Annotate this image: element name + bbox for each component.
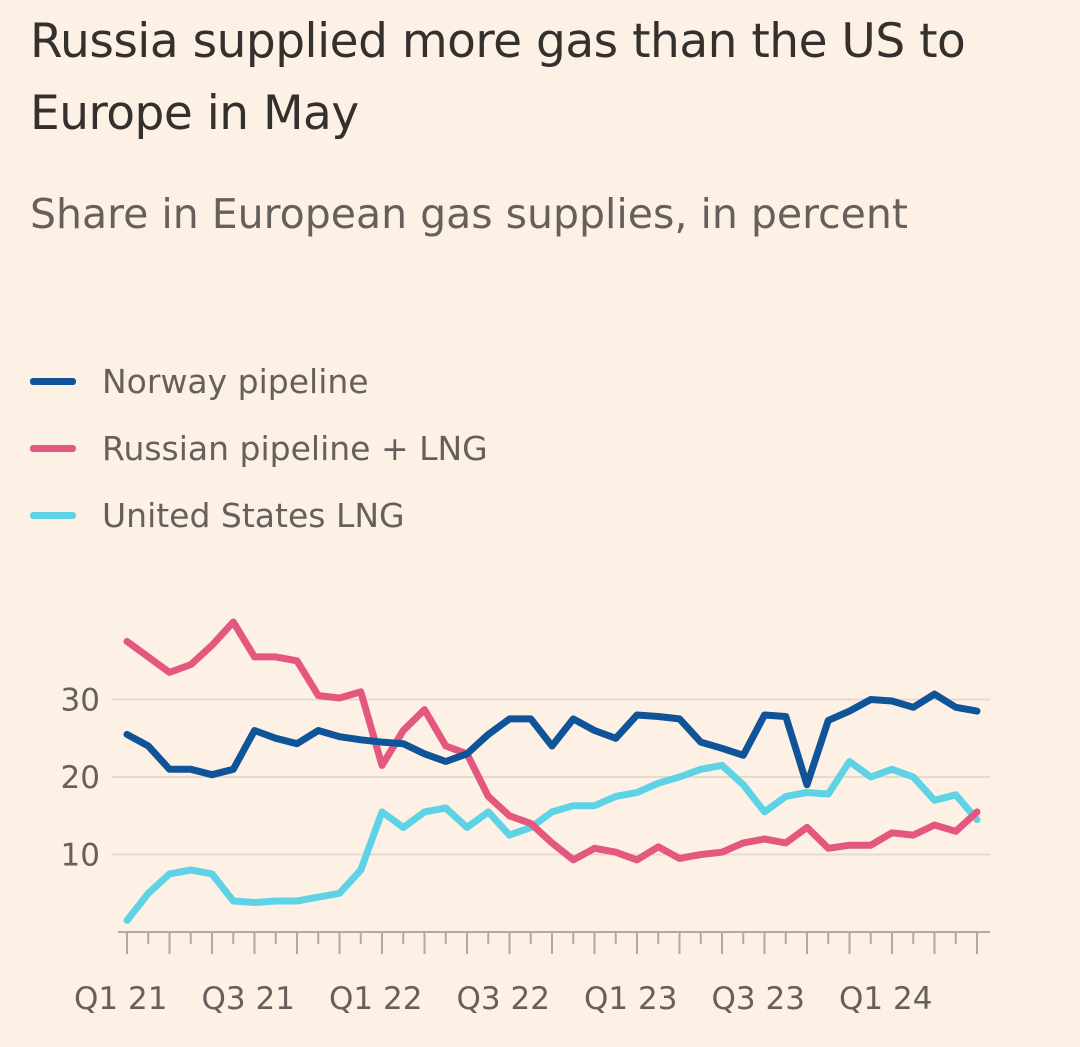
gridlines	[112, 698, 990, 856]
x-tick-label: Q3 23	[712, 981, 805, 1017]
y-tick-label-20: 20	[61, 760, 100, 796]
series-line-us	[123, 758, 981, 924]
legend-swatch-russia	[30, 445, 76, 452]
y-tick-label-30: 30	[61, 683, 100, 719]
legend-label-russia: Russian pipeline + LNG	[102, 429, 488, 468]
series-line-russia	[123, 618, 981, 864]
series-lines	[123, 618, 981, 924]
legend-item-norway: Norway pipeline	[30, 348, 488, 415]
x-tick-label: Q1 24	[839, 981, 932, 1017]
legend-label-us: United States LNG	[102, 496, 405, 535]
x-tick-label: Q1 21	[74, 981, 167, 1017]
series-line-norway	[123, 690, 981, 789]
legend-swatch-us	[30, 512, 76, 519]
y-axis-labels: 10 20 30	[61, 683, 100, 874]
x-tick-label: Q1 22	[329, 981, 422, 1017]
legend-item-us: United States LNG	[30, 482, 488, 549]
x-axis-labels: Q1 21 Q3 21 Q1 22 Q3 22 Q1 23 Q3 23 Q1 24	[74, 981, 932, 1017]
chart-title: Russia supplied more gas than the US to …	[30, 14, 966, 141]
x-tick-label: Q1 23	[584, 981, 677, 1017]
x-tick-label: Q3 22	[457, 981, 550, 1017]
legend-label-norway: Norway pipeline	[102, 362, 369, 401]
y-tick-label-10: 10	[61, 838, 100, 874]
legend-swatch-norway	[30, 378, 76, 385]
legend-item-russia: Russian pipeline + LNG	[30, 415, 488, 482]
x-tick-label: Q3 21	[202, 981, 295, 1017]
x-axis	[118, 931, 990, 954]
chart-subtitle: Share in European gas supplies, in perce…	[30, 190, 908, 238]
legend: Norway pipeline Russian pipeline + LNG U…	[30, 348, 488, 549]
